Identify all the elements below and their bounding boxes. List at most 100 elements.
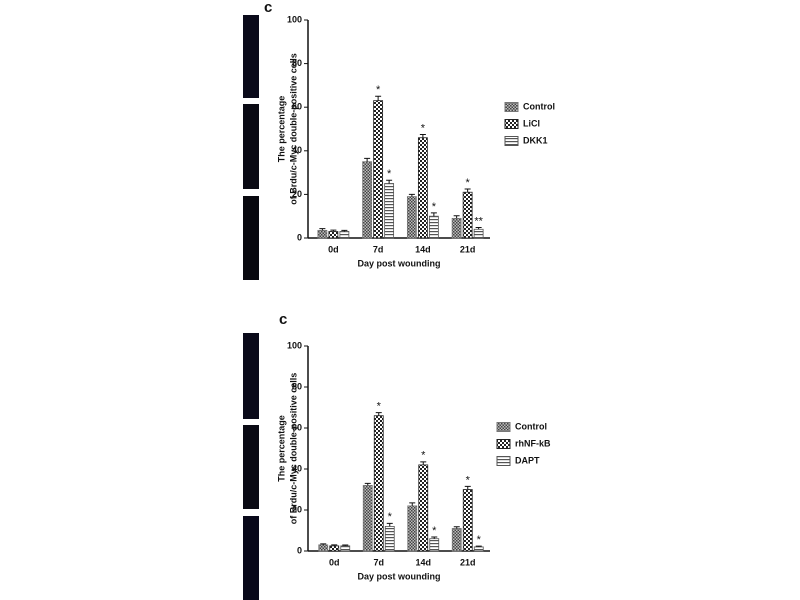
error-bar bbox=[431, 536, 438, 539]
error-bar bbox=[364, 157, 371, 162]
bar bbox=[384, 183, 395, 239]
panel-label: c bbox=[264, 0, 272, 16]
bar bbox=[473, 546, 484, 552]
error-bar bbox=[453, 215, 460, 219]
y-tick-label: 80 bbox=[292, 381, 302, 391]
y-tick-label: 80 bbox=[292, 58, 302, 68]
y-tick-label: 100 bbox=[287, 14, 302, 24]
bar bbox=[339, 231, 350, 239]
x-tick-label: 7d bbox=[373, 557, 384, 567]
error-bar bbox=[386, 522, 393, 527]
x-tick-label: 0d bbox=[329, 557, 340, 567]
x-axis-label: Day post wounding bbox=[358, 571, 441, 581]
y-tick-label: 40 bbox=[292, 463, 302, 473]
bar bbox=[417, 137, 428, 239]
legend-label: LiCl bbox=[523, 118, 540, 128]
y-axis-label: of Brdu/c-Myc double-positive cells bbox=[288, 373, 298, 525]
significance-label: * bbox=[387, 168, 392, 180]
significance-label: * bbox=[432, 201, 437, 213]
legend-label: rhNF-kB bbox=[515, 438, 551, 448]
y-axis-label: The percentage bbox=[276, 96, 286, 163]
y-tick-label: 100 bbox=[287, 340, 302, 350]
x-tick-label: 14d bbox=[415, 557, 431, 567]
legend-label: Control bbox=[515, 421, 547, 431]
bar bbox=[384, 526, 395, 552]
x-axis-label: Day post wounding bbox=[358, 258, 441, 268]
y-tick-label: 40 bbox=[292, 145, 302, 155]
significance-label: * bbox=[432, 525, 437, 537]
error-bar bbox=[330, 229, 337, 232]
legend-swatch bbox=[504, 102, 519, 112]
error-bar bbox=[341, 229, 348, 232]
legend-label: DKK1 bbox=[523, 135, 548, 145]
bar bbox=[317, 229, 328, 239]
significance-label: * bbox=[388, 511, 393, 523]
error-bar bbox=[453, 526, 460, 529]
y-tick-label: 60 bbox=[292, 102, 302, 112]
bar bbox=[362, 161, 373, 239]
legend-swatch bbox=[496, 456, 511, 466]
legend-swatch bbox=[504, 136, 519, 146]
bar bbox=[328, 231, 339, 239]
bar bbox=[340, 545, 351, 552]
bar bbox=[373, 415, 384, 552]
legend-swatch bbox=[504, 119, 519, 129]
bar bbox=[418, 464, 429, 552]
significance-label: * bbox=[421, 450, 426, 462]
x-tick-label: 0d bbox=[328, 244, 339, 254]
y-tick-label: 20 bbox=[292, 504, 302, 514]
bar bbox=[362, 484, 373, 552]
error-bar bbox=[319, 228, 326, 231]
error-bar bbox=[375, 412, 382, 416]
y-axis-label: of Brdu/c-Myc double-positive cells bbox=[288, 53, 298, 205]
error-bar bbox=[342, 544, 349, 546]
error-bar bbox=[320, 543, 327, 545]
significance-label: * bbox=[465, 177, 470, 189]
bar bbox=[462, 191, 473, 239]
bar bbox=[451, 217, 462, 239]
error-bar bbox=[475, 227, 482, 230]
significance-label: * bbox=[421, 122, 426, 134]
error-bar bbox=[475, 545, 482, 547]
significance-label: ** bbox=[474, 215, 483, 227]
significance-label: * bbox=[377, 401, 382, 413]
bar bbox=[373, 100, 384, 239]
legend-swatch bbox=[496, 422, 511, 432]
error-bar bbox=[420, 461, 427, 465]
error-bar bbox=[464, 485, 471, 490]
bar bbox=[462, 489, 473, 552]
x-tick-label: 14d bbox=[415, 244, 431, 254]
error-bar bbox=[409, 502, 416, 506]
legend-label: DAPT bbox=[515, 455, 540, 465]
y-tick-label: 0 bbox=[297, 545, 302, 555]
bar bbox=[429, 538, 440, 552]
error-bar bbox=[419, 133, 426, 138]
error-bar bbox=[375, 95, 382, 101]
significance-label: * bbox=[477, 534, 482, 546]
error-bar bbox=[364, 482, 371, 486]
error-bar bbox=[430, 212, 437, 217]
bar bbox=[406, 196, 417, 239]
error-bar bbox=[386, 179, 393, 184]
legend-swatch bbox=[496, 439, 511, 449]
error-bar bbox=[408, 193, 415, 197]
bar bbox=[428, 215, 439, 239]
x-tick-label: 7d bbox=[373, 244, 384, 254]
image-strip bbox=[243, 15, 259, 600]
y-tick-label: 60 bbox=[292, 422, 302, 432]
x-tick-label: 21d bbox=[460, 557, 476, 567]
y-axis-label: The percentage bbox=[276, 415, 286, 482]
panel-label: c bbox=[279, 311, 287, 328]
bar bbox=[473, 228, 484, 239]
significance-label: * bbox=[376, 84, 381, 96]
error-bar bbox=[331, 544, 338, 546]
y-tick-label: 0 bbox=[297, 232, 302, 242]
significance-label: * bbox=[466, 474, 471, 486]
bar bbox=[329, 545, 340, 552]
error-bar bbox=[464, 188, 471, 193]
legend-label: Control bbox=[523, 101, 555, 111]
bar bbox=[451, 528, 462, 552]
bar bbox=[407, 505, 418, 552]
bar bbox=[318, 544, 329, 552]
